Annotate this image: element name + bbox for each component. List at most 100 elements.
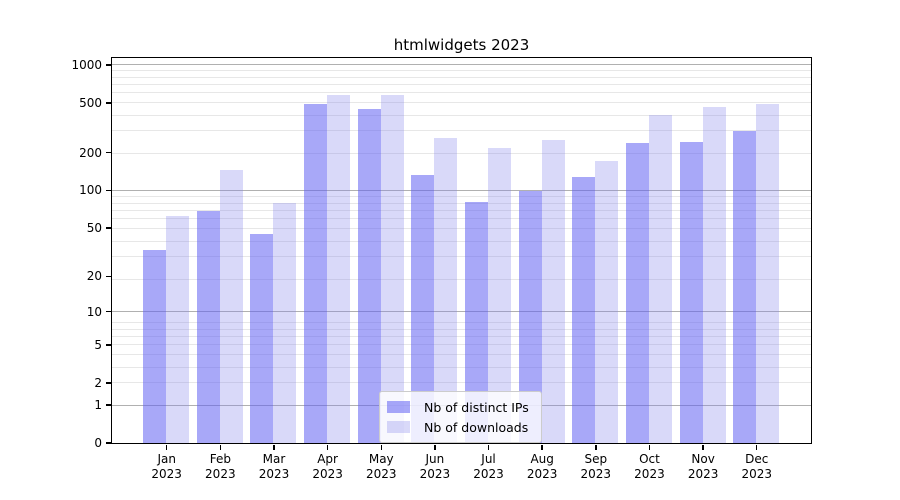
bar-aug-ips — [518, 190, 542, 443]
x-tick-label-jul: Jul 2023 — [473, 452, 504, 481]
minor-gridline — [111, 382, 811, 384]
x-tick-label-dec: Dec 2023 — [741, 452, 772, 481]
bar-apr-ips — [304, 104, 328, 443]
bar-jun-downloads — [434, 138, 458, 443]
bar-mar-downloads — [273, 202, 297, 443]
y-tick — [106, 442, 111, 444]
minor-gridline — [111, 210, 811, 212]
x-tick-label-oct: Oct 2023 — [634, 452, 665, 481]
y-tick-label: 50 — [86, 220, 102, 235]
bar-jul-downloads — [488, 147, 512, 443]
y-tick — [106, 311, 111, 313]
minor-gridline — [111, 228, 811, 230]
legend: Nb of distinct IPs Nb of downloads — [379, 391, 542, 443]
bar-sep-downloads — [595, 161, 619, 443]
y-tick-label: 1 — [94, 398, 102, 413]
bar-jan-downloads — [166, 215, 190, 443]
y-tick-label: 10 — [86, 304, 102, 319]
x-tick — [166, 444, 168, 450]
y-tick-label: 2 — [94, 375, 102, 390]
minor-gridline — [111, 76, 811, 78]
bar-may-downloads — [380, 95, 404, 443]
x-tick — [219, 444, 222, 450]
bar-jun-ips — [411, 175, 435, 443]
minor-gridline — [111, 256, 811, 258]
bar-mar-ips — [250, 234, 274, 443]
minor-gridline — [111, 92, 811, 94]
y-tick — [106, 344, 111, 346]
y-tick — [106, 227, 111, 229]
x-tick-label-nov: Nov 2023 — [687, 452, 719, 481]
bar-apr-downloads — [327, 94, 351, 443]
bar-oct-downloads — [648, 114, 672, 443]
legend-swatch-distinct-ips — [387, 401, 410, 413]
minor-gridline — [111, 114, 811, 116]
x-tick-label-aug: Aug 2023 — [526, 452, 558, 481]
bar-feb-downloads — [219, 170, 243, 443]
minor-gridline — [111, 70, 811, 72]
y-tick — [106, 64, 111, 66]
legend-swatch-downloads — [387, 421, 410, 433]
bar-may-ips — [357, 109, 381, 443]
minor-gridline — [111, 322, 811, 324]
bar-dec-downloads — [756, 103, 780, 443]
x-tick — [326, 444, 329, 450]
x-tick — [595, 444, 597, 450]
minor-gridline — [111, 278, 811, 280]
minor-gridline — [111, 240, 811, 242]
y-tick-label: 20 — [86, 269, 102, 284]
x-tick-label-feb: Feb 2023 — [205, 452, 236, 481]
bar-jul-ips — [465, 202, 489, 443]
y-tick-label: 1000 — [71, 57, 102, 72]
minor-gridline — [111, 130, 811, 132]
minor-gridline — [111, 354, 811, 356]
bar-nov-ips — [679, 142, 703, 443]
x-tick — [648, 444, 651, 450]
y-tick — [106, 152, 111, 154]
x-tick-label-sep: Sep 2023 — [580, 452, 612, 481]
bar-aug-downloads — [541, 140, 565, 443]
plot-area — [110, 56, 812, 444]
bar-oct-ips — [625, 142, 649, 443]
legend-row: Nb of distinct IPs — [387, 397, 529, 417]
legend-label: Nb of downloads — [424, 419, 529, 435]
minor-gridline — [111, 202, 811, 204]
x-tick — [273, 444, 275, 450]
y-tick — [106, 189, 111, 192]
bar-feb-ips — [196, 210, 220, 443]
minor-gridline — [111, 336, 811, 338]
y-tick-label: 5 — [94, 337, 102, 352]
legend-row: Nb of downloads — [387, 417, 529, 437]
minor-gridline — [111, 328, 811, 330]
x-tick — [380, 444, 382, 450]
major-gridline — [111, 64, 811, 66]
bar-dec-ips — [733, 131, 757, 443]
minor-gridline — [111, 218, 811, 220]
major-gridline — [111, 189, 811, 191]
y-tick-label: 100 — [79, 183, 102, 198]
y-tick — [106, 404, 111, 406]
bar-sep-ips — [572, 177, 596, 443]
bar-jan-ips — [143, 249, 167, 443]
y-tick — [106, 102, 111, 104]
x-tick — [756, 444, 758, 450]
y-tick-label: 0 — [94, 436, 102, 450]
y-tick — [106, 382, 111, 384]
major-gridline — [111, 311, 811, 313]
x-tick-label-jan: Jan 2023 — [151, 452, 182, 481]
minor-gridline — [111, 366, 811, 368]
minor-gridline — [111, 102, 811, 104]
x-tick — [434, 444, 436, 450]
x-tick-label-may: May 2023 — [365, 452, 397, 481]
x-tick-label-mar: Mar 2023 — [258, 452, 290, 481]
x-tick — [487, 444, 490, 450]
y-tick-label: 500 — [79, 95, 102, 110]
minor-gridline — [111, 196, 811, 198]
x-tick — [541, 444, 543, 450]
bar-nov-downloads — [702, 107, 726, 443]
x-tick-label-apr: Apr 2023 — [312, 452, 343, 481]
y-tick — [106, 275, 111, 278]
y-tick-label: 200 — [79, 145, 102, 160]
x-tick-label-jun: Jun 2023 — [419, 452, 451, 481]
